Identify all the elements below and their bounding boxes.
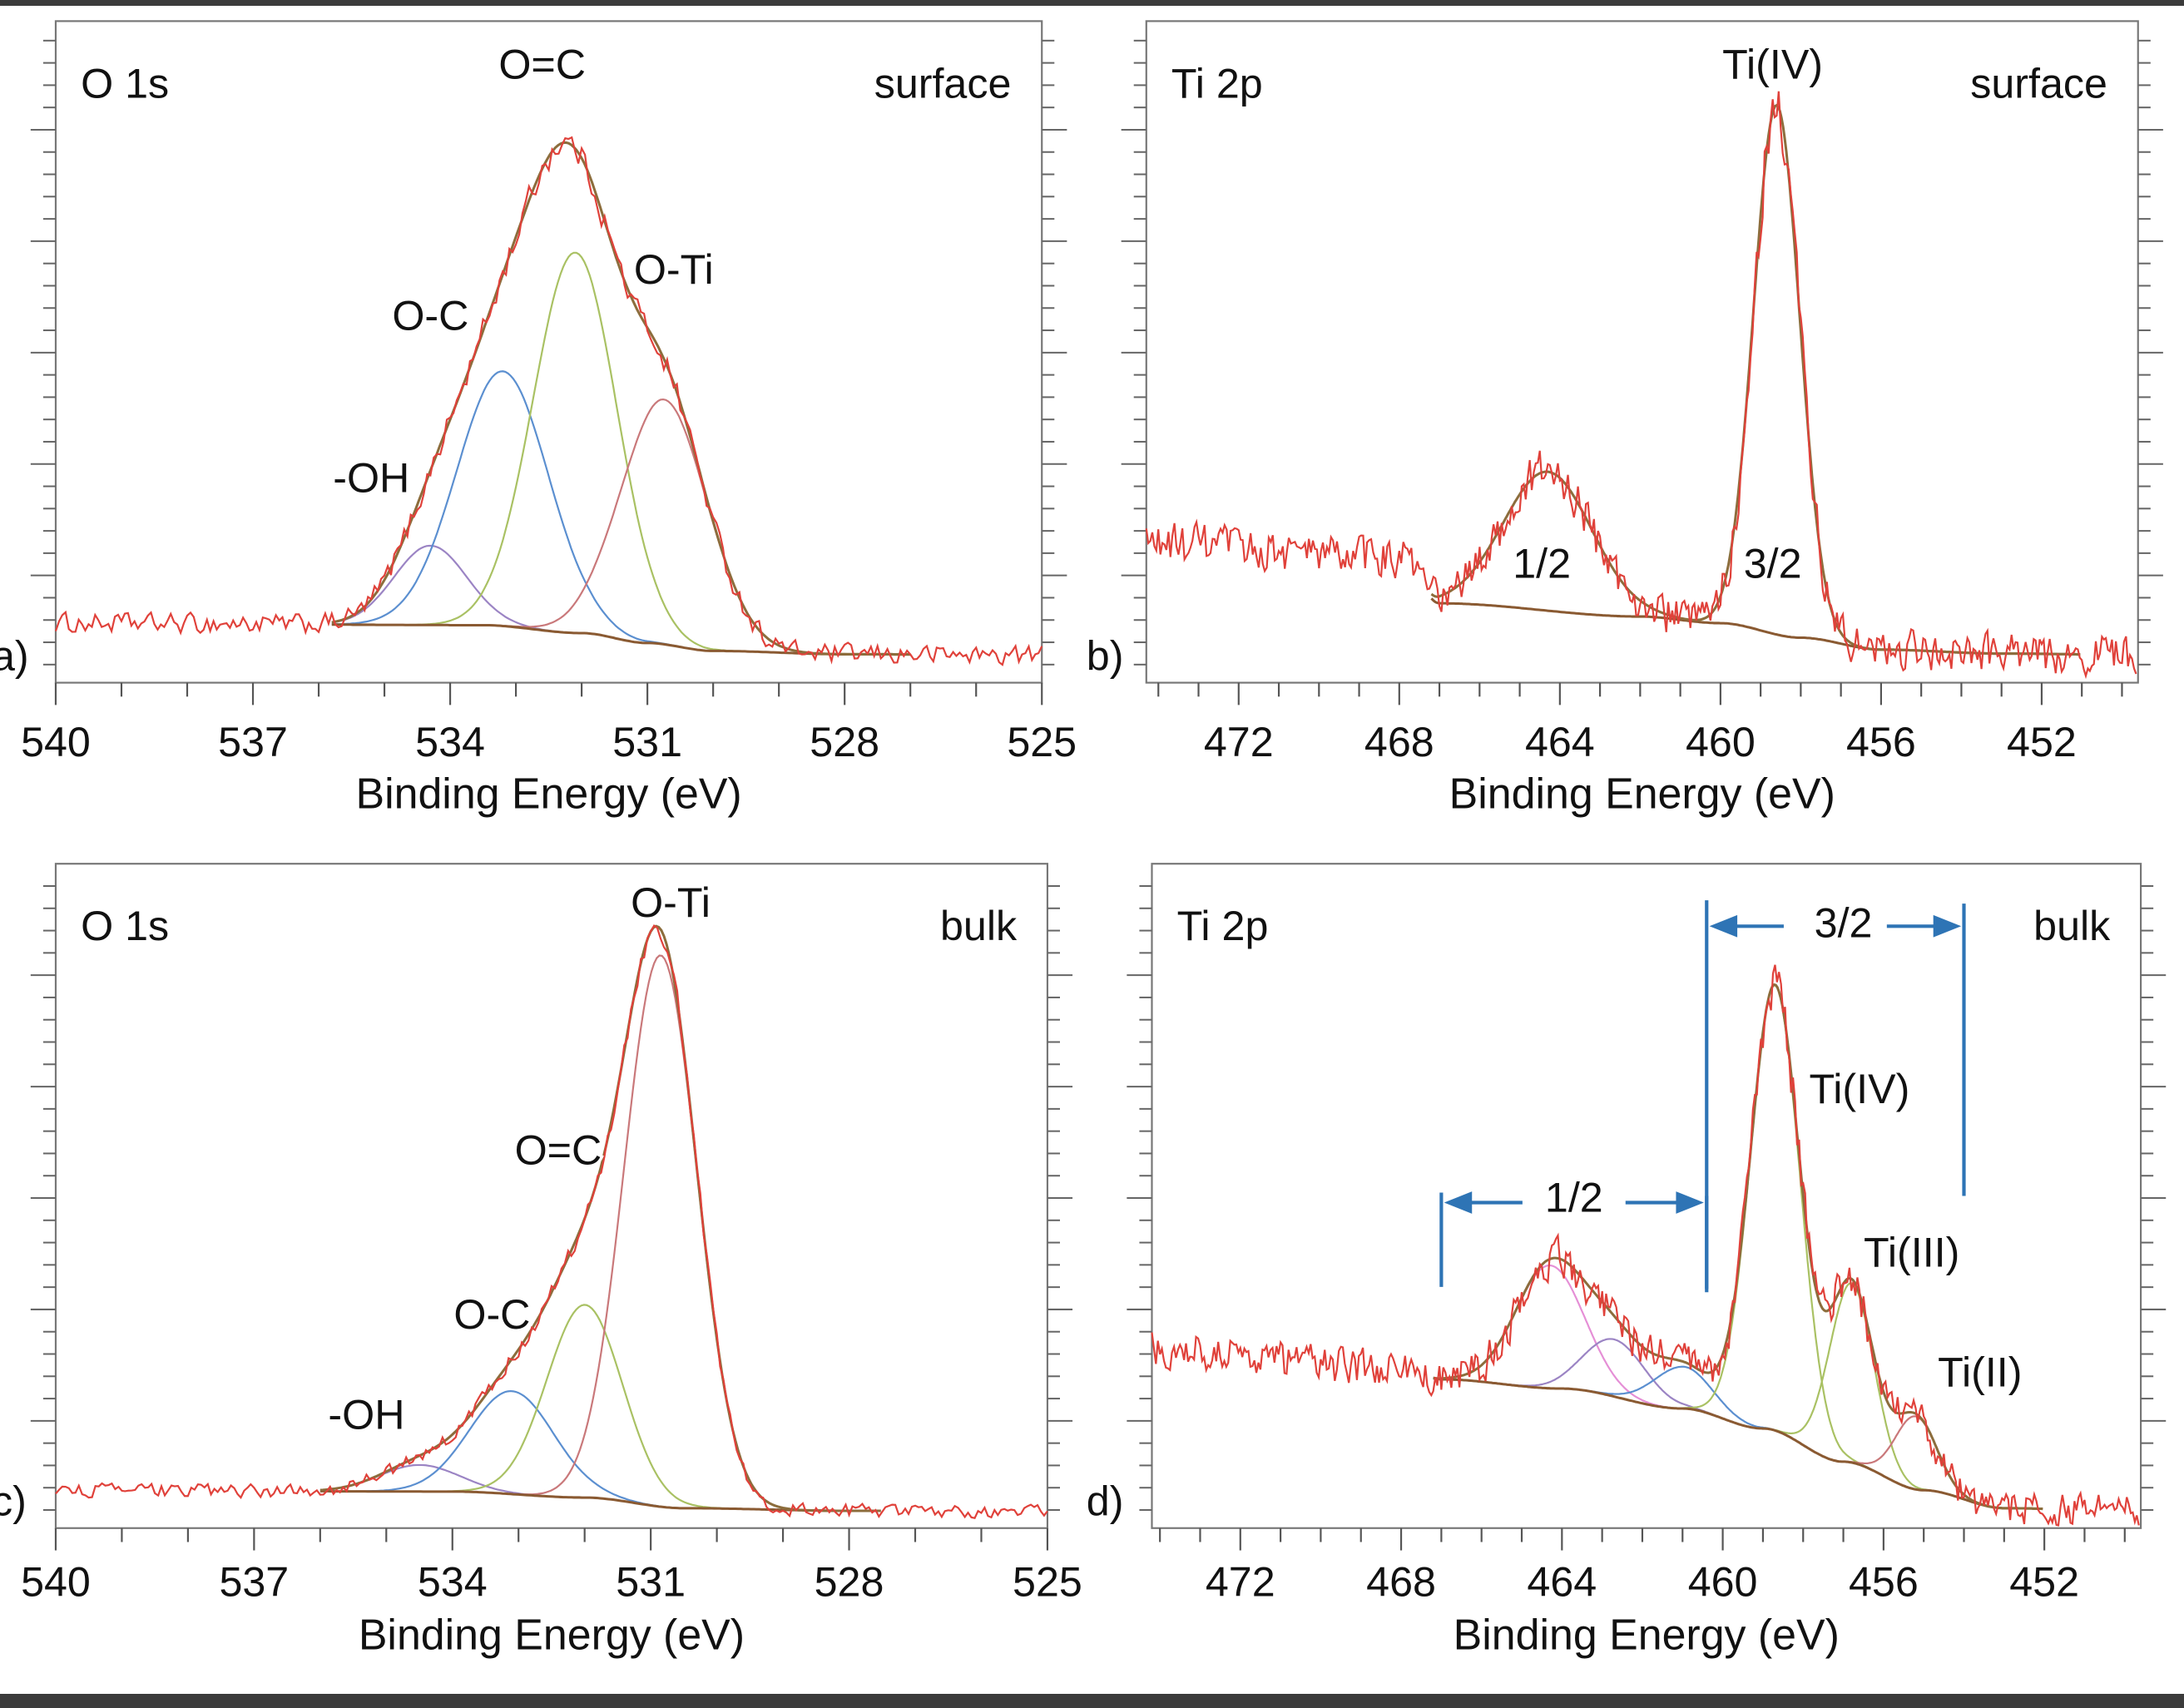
peak-label: -OH	[333, 454, 409, 501]
x-tick-label: 528	[815, 1559, 884, 1606]
x-tick-label: 456	[1846, 719, 1916, 765]
x-axis-label: Binding Energy (eV)	[355, 770, 741, 818]
panel-b: 472 468 464 460 456 452 Binding Energy (eV) Ti …	[1087, 20, 2163, 818]
panel-label: c)	[0, 1478, 27, 1525]
panel-condition: surface	[1970, 60, 2107, 106]
component-peak-2	[388, 1304, 780, 1511]
arrowhead-right-icon	[1933, 914, 1962, 938]
x-tick-label: 525	[1007, 719, 1077, 765]
peak-label: -OH	[328, 1391, 404, 1438]
peak-label: 3/2	[1744, 541, 1802, 587]
panel-condition: bulk	[2033, 903, 2111, 949]
x-tick-label: 452	[2009, 1559, 2079, 1606]
panel-label: b)	[1087, 632, 1124, 679]
peak-label: O=C	[498, 41, 586, 87]
measured-data	[1145, 91, 2137, 680]
window-top-border	[0, 0, 2184, 6]
peak-label: O-Ti	[631, 879, 711, 926]
x-tick-label: 464	[1525, 719, 1595, 765]
x-tick-label: 472	[1206, 1559, 1275, 1606]
x-tick-label: 456	[1849, 1559, 1919, 1606]
panel-d: 472 468 464 460 456 452 Binding Energy (eV) Ti …	[1087, 863, 2167, 1659]
x-tick-label: 452	[2007, 719, 2077, 765]
plot-frame	[54, 20, 1043, 684]
x-tick-label: 525	[1013, 1559, 1082, 1606]
panel-label: d)	[1087, 1478, 1124, 1525]
x-tick-label: 540	[21, 1559, 91, 1606]
panel-title: O 1s	[81, 60, 169, 106]
arrowhead-right-icon	[1676, 1191, 1704, 1214]
panel-condition: bulk	[940, 903, 1018, 949]
plot-frame	[54, 863, 1049, 1529]
peak-label: Ti(II)	[1938, 1349, 2022, 1395]
arrowhead-left-icon	[1444, 1191, 1473, 1214]
peak-label: Ti(IV)	[1722, 41, 1823, 87]
peak-label: Ti(IV)	[1809, 1066, 1909, 1112]
peak-label: O=C	[515, 1127, 602, 1174]
plot-frame	[1145, 20, 2139, 684]
x-tick-label: 472	[1204, 719, 1274, 765]
component-peak-0	[1433, 1264, 1726, 1421]
panel-title: Ti 2p	[1171, 60, 1263, 106]
peak-label: 1/2	[1513, 541, 1571, 587]
component-peak-3	[471, 954, 850, 1512]
plot-frame	[1151, 863, 2142, 1529]
panel-title: Ti 2p	[1177, 903, 1269, 949]
measured-data	[54, 136, 1043, 666]
measured-data	[1151, 964, 2140, 1527]
x-tick-label: 540	[21, 719, 91, 765]
measured-data	[55, 923, 1048, 1519]
peak-label: 1/2	[1545, 1174, 1603, 1220]
peak-label: O-C	[392, 292, 468, 339]
x-tick-label: 460	[1686, 719, 1756, 765]
x-tick-label: 468	[1364, 719, 1434, 765]
peak-label: Ti(III)	[1864, 1230, 1959, 1276]
peak-label: 3/2	[1815, 900, 1873, 947]
x-tick-label: 534	[418, 1559, 488, 1606]
x-tick-label: 537	[218, 719, 288, 765]
arrowhead-left-icon	[1709, 914, 1738, 938]
x-tick-label: 460	[1688, 1559, 1758, 1606]
x-tick-label: 468	[1366, 1559, 1436, 1606]
x-tick-label: 464	[1527, 1559, 1597, 1606]
window-bottom-border	[0, 1694, 2184, 1708]
component-peak-4	[1736, 1282, 1965, 1501]
background-line	[319, 1489, 881, 1512]
x-tick-label: 534	[415, 719, 485, 765]
x-tick-label: 531	[612, 719, 682, 765]
panel-title: O 1s	[81, 903, 169, 949]
component-peak-2	[1532, 1365, 1832, 1461]
panel-condition: surface	[874, 60, 1012, 106]
x-tick-label: 537	[219, 1559, 289, 1606]
background-line	[1433, 1377, 2043, 1511]
panel-label: a)	[0, 632, 29, 679]
peak-label: O-C	[453, 1291, 530, 1338]
component-peak-0	[319, 1463, 622, 1503]
x-axis-label: Binding Energy (eV)	[1449, 770, 1835, 818]
x-tick-label: 531	[616, 1559, 686, 1606]
panel-a: 540 537 534 531 528 525 Binding Energy (eV) O 1…	[0, 20, 1077, 818]
x-tick-label: 528	[810, 719, 879, 765]
x-axis-label: Binding Energy (eV)	[1454, 1611, 1840, 1659]
x-axis-label: Binding Energy (eV)	[359, 1611, 745, 1659]
peak-label: O-Ti	[634, 246, 714, 293]
panel-c: 540 537 534 531 528 525 Binding Energy (eV) O 1…	[0, 863, 1082, 1659]
fit-envelope	[331, 141, 911, 656]
